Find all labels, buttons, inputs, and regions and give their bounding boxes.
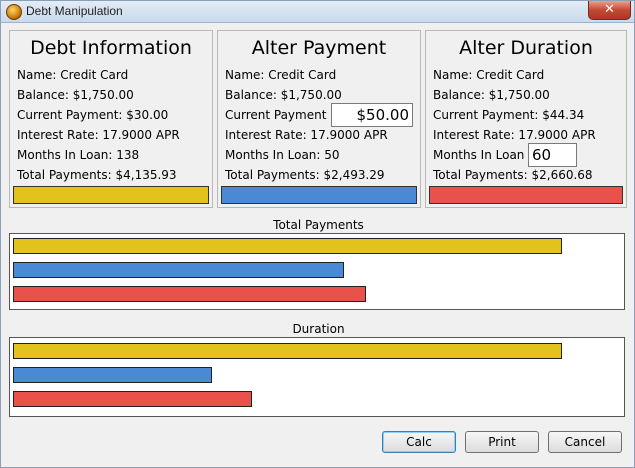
- title-bar: Debt Manipulation ✕: [1, 1, 634, 23]
- interest-rate-label: Interest Rate: 17.9000 APR: [225, 128, 388, 142]
- duration-bar: [13, 391, 252, 407]
- balance-label: Balance: $1,750.00: [17, 88, 134, 102]
- info-color-bar: [13, 186, 209, 204]
- months-label: Months In Loan: 138: [17, 148, 140, 162]
- duration-chart-title: Duration: [292, 322, 345, 336]
- alter-duration-panel: Alter Duration Name: Credit Card Balance…: [425, 30, 627, 208]
- current-payment-label: Current Payment: $44.34: [433, 108, 585, 122]
- name-label: Name: Credit Card: [225, 68, 337, 82]
- months-in-loan-input[interactable]: 60: [528, 143, 577, 167]
- total-payments-chart-title: Total Payments: [273, 218, 364, 232]
- alter-payment-panel: Alter Payment Name: Credit Card Balance:…: [217, 30, 421, 208]
- balance-label: Balance: $1,750.00: [225, 88, 342, 102]
- current-payment-label: Current Payment: $30.00: [17, 108, 169, 122]
- months-label: Months In Loan: 50: [225, 148, 340, 162]
- duration-bar: [13, 343, 562, 359]
- total-payments-label: Total Payments: $2,660.68: [433, 168, 593, 182]
- total-payments-bar: [13, 262, 344, 278]
- close-button[interactable]: ✕: [588, 1, 631, 20]
- duration-chart: [9, 337, 625, 417]
- total-payments-label: Total Payments: $4,135.93: [17, 168, 177, 182]
- name-label: Name: Credit Card: [17, 68, 129, 82]
- total-payments-bar: [13, 238, 562, 254]
- balance-label: Balance: $1,750.00: [433, 88, 550, 102]
- cancel-button[interactable]: Cancel: [548, 431, 622, 453]
- debt-information-panel: Debt Information Name: Credit Card Balan…: [9, 30, 213, 208]
- total-payments-chart: [9, 233, 625, 310]
- current-payment-input[interactable]: $50.00: [331, 103, 413, 127]
- calc-button[interactable]: Calc: [382, 431, 456, 453]
- total-payments-label: Total Payments: $2,493.29: [225, 168, 385, 182]
- panel-title: Debt Information: [30, 37, 192, 59]
- duration-bar: [13, 367, 212, 383]
- window-title: Debt Manipulation: [26, 4, 123, 18]
- months-label: Months In Loan: [433, 148, 525, 162]
- print-button[interactable]: Print: [465, 431, 539, 453]
- panel-title: Alter Payment: [251, 37, 387, 59]
- current-payment-label: Current Payment: [225, 108, 327, 122]
- name-label: Name: Credit Card: [433, 68, 545, 82]
- interest-rate-label: Interest Rate: 17.9000 APR: [17, 128, 180, 142]
- payment-color-bar: [221, 186, 417, 204]
- total-payments-bar: [13, 286, 366, 302]
- panel-title: Alter Duration: [459, 37, 593, 59]
- duration-color-bar: [429, 186, 623, 204]
- interest-rate-label: Interest Rate: 17.9000 APR: [433, 128, 596, 142]
- app-coin-icon: [6, 4, 22, 20]
